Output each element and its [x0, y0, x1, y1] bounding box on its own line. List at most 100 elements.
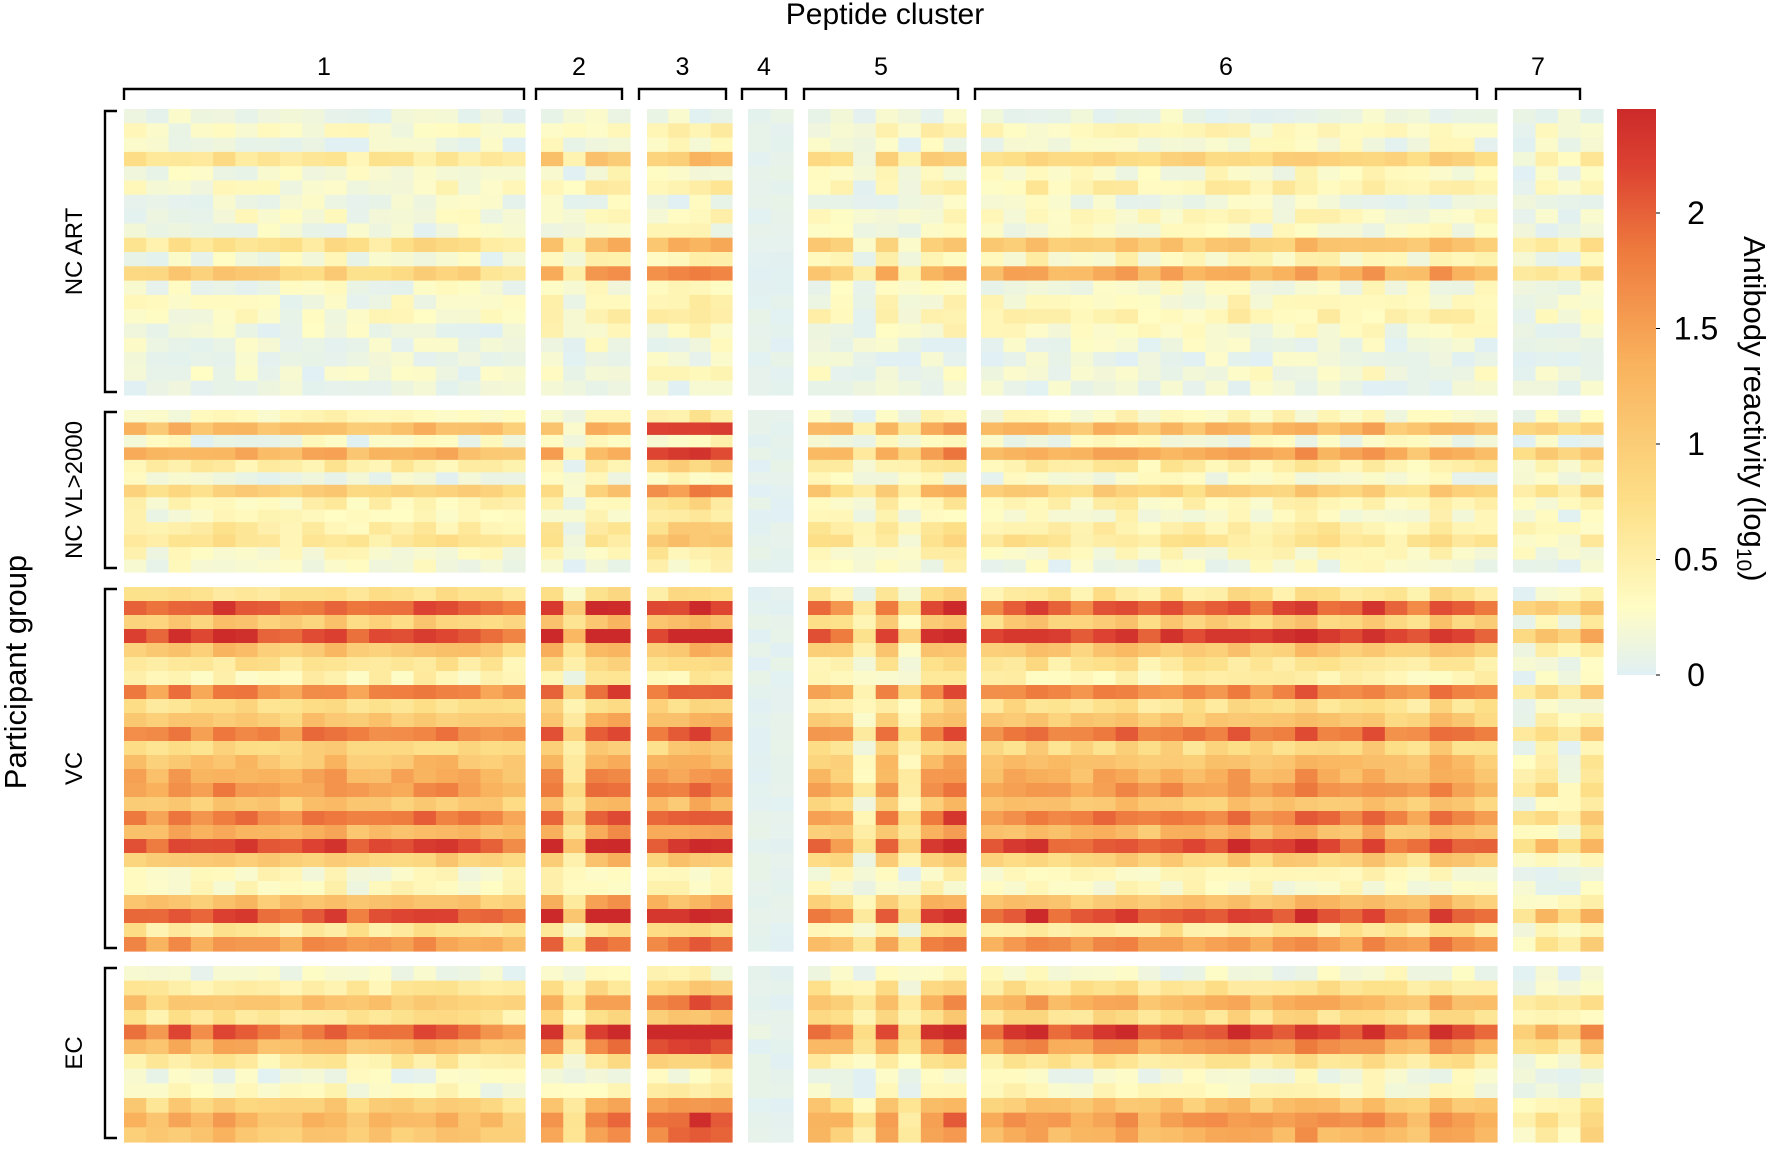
- heatmap-cell: [541, 223, 564, 239]
- heatmap-cell: [808, 434, 832, 448]
- heatmap-cell: [1025, 699, 1049, 714]
- heatmap-cell: [1025, 266, 1049, 282]
- heatmap-cell: [710, 811, 733, 826]
- heatmap-cell: [898, 825, 922, 840]
- heatmap-cell: [1025, 337, 1049, 353]
- heatmap-cell: [1093, 137, 1117, 153]
- heatmap-cell: [346, 509, 370, 523]
- heatmap-cell: [1580, 447, 1604, 461]
- heatmap-cell: [541, 472, 564, 486]
- heatmap-cell: [1429, 209, 1453, 224]
- heatmap-cell: [1474, 534, 1498, 548]
- heatmap-cell: [770, 559, 794, 573]
- heatmap-cell: [1362, 966, 1386, 982]
- heatmap-cell: [853, 769, 877, 784]
- heatmap-cell: [1513, 294, 1537, 310]
- heatmap-cell: [1205, 909, 1229, 924]
- heatmap-cell: [1182, 601, 1206, 616]
- heatmap-cell: [1452, 223, 1476, 239]
- heatmap-cell: [1317, 547, 1341, 561]
- heatmap-cell: [689, 252, 712, 267]
- heatmap-cell: [981, 995, 1005, 1011]
- heatmap-cell: [146, 472, 170, 486]
- heatmap-cell: [875, 1068, 899, 1084]
- heatmap-cell: [1227, 497, 1251, 511]
- heatmap-cell: [369, 223, 392, 239]
- heatmap-cell: [1250, 252, 1274, 267]
- heatmap-cell: [480, 194, 504, 210]
- heatmap-cell: [1138, 615, 1162, 630]
- heatmap-cell: [213, 180, 236, 196]
- heatmap-cell: [1138, 180, 1162, 196]
- heatmap-cell: [1250, 459, 1274, 473]
- heatmap-cell: [770, 783, 794, 798]
- heatmap-cell: [1384, 601, 1408, 616]
- heatmap-cell: [830, 699, 854, 714]
- heatmap-cell: [235, 280, 259, 296]
- heatmap-cell: [1160, 237, 1184, 253]
- heatmap-cell: [563, 671, 587, 686]
- heatmap-cell: [710, 209, 733, 224]
- colorbar-tick-label: 1: [1687, 426, 1705, 462]
- heatmap-cell: [541, 1039, 564, 1055]
- heatmap-cell: [279, 294, 303, 310]
- heatmap-cell: [413, 252, 437, 267]
- heatmap-cell: [168, 337, 192, 353]
- heatmap-cell: [235, 309, 259, 325]
- heatmap-cell: [168, 166, 192, 182]
- heatmap-cell: [943, 137, 967, 153]
- heatmap-cell: [1227, 266, 1251, 282]
- heatmap-cell: [435, 547, 459, 561]
- heatmap-cell: [413, 137, 437, 153]
- heatmap-cell: [391, 1054, 415, 1070]
- heatmap-cell: [1205, 1024, 1229, 1040]
- heatmap-cell: [770, 909, 794, 924]
- heatmap-cell: [213, 123, 236, 139]
- heatmap-cell: [346, 252, 370, 267]
- heatmap-cell: [1558, 825, 1582, 840]
- heatmap-cell: [391, 410, 415, 424]
- heatmap-cell: [1025, 797, 1049, 812]
- heatmap-cell: [1474, 309, 1498, 325]
- heatmap-cell: [480, 151, 504, 167]
- heatmap-cell: [875, 797, 899, 812]
- heatmap-cell: [1250, 699, 1274, 714]
- heatmap-cell: [689, 522, 712, 536]
- heatmap-cell: [213, 811, 236, 826]
- heatmap-cell: [1070, 559, 1094, 573]
- heatmap-cell: [213, 109, 236, 124]
- heatmap-cell: [391, 337, 415, 353]
- heatmap-cell: [607, 895, 631, 910]
- heatmap-cell: [190, 434, 214, 448]
- heatmap-cell: [689, 534, 712, 548]
- heatmap-cell: [1452, 366, 1476, 382]
- heatmap-cell: [830, 797, 854, 812]
- heatmap-cell: [1452, 422, 1476, 436]
- heatmap-cell: [1513, 1127, 1537, 1143]
- heatmap-cell: [1474, 166, 1498, 182]
- heatmap-cell: [748, 534, 772, 548]
- heatmap-cell: [435, 783, 459, 798]
- heatmap-cell: [748, 509, 772, 523]
- heatmap-cell: [1182, 966, 1206, 982]
- heatmap-cell: [808, 797, 832, 812]
- heatmap-cell: [124, 727, 147, 742]
- heatmap-cell: [1535, 1112, 1559, 1128]
- heatmap-cell: [1048, 422, 1072, 436]
- heatmap-cell: [1474, 1112, 1498, 1128]
- heatmap-cell: [1295, 1127, 1319, 1143]
- heatmap-cell: [1362, 309, 1386, 325]
- heatmap-cell: [770, 472, 794, 486]
- heatmap-cell: [458, 643, 482, 658]
- heatmap-cell: [1362, 280, 1386, 296]
- heatmap-cell: [369, 252, 392, 267]
- heatmap-cell: [213, 497, 236, 511]
- heatmap-cell: [1003, 410, 1027, 424]
- heatmap-cell: [1138, 522, 1162, 536]
- heatmap-cell: [257, 853, 281, 868]
- heatmap-cell: [920, 601, 945, 616]
- heatmap-cell: [689, 881, 712, 896]
- heatmap-cell: [1250, 337, 1274, 353]
- heatmap-cell: [1317, 266, 1341, 282]
- heatmap-cell: [710, 1098, 733, 1114]
